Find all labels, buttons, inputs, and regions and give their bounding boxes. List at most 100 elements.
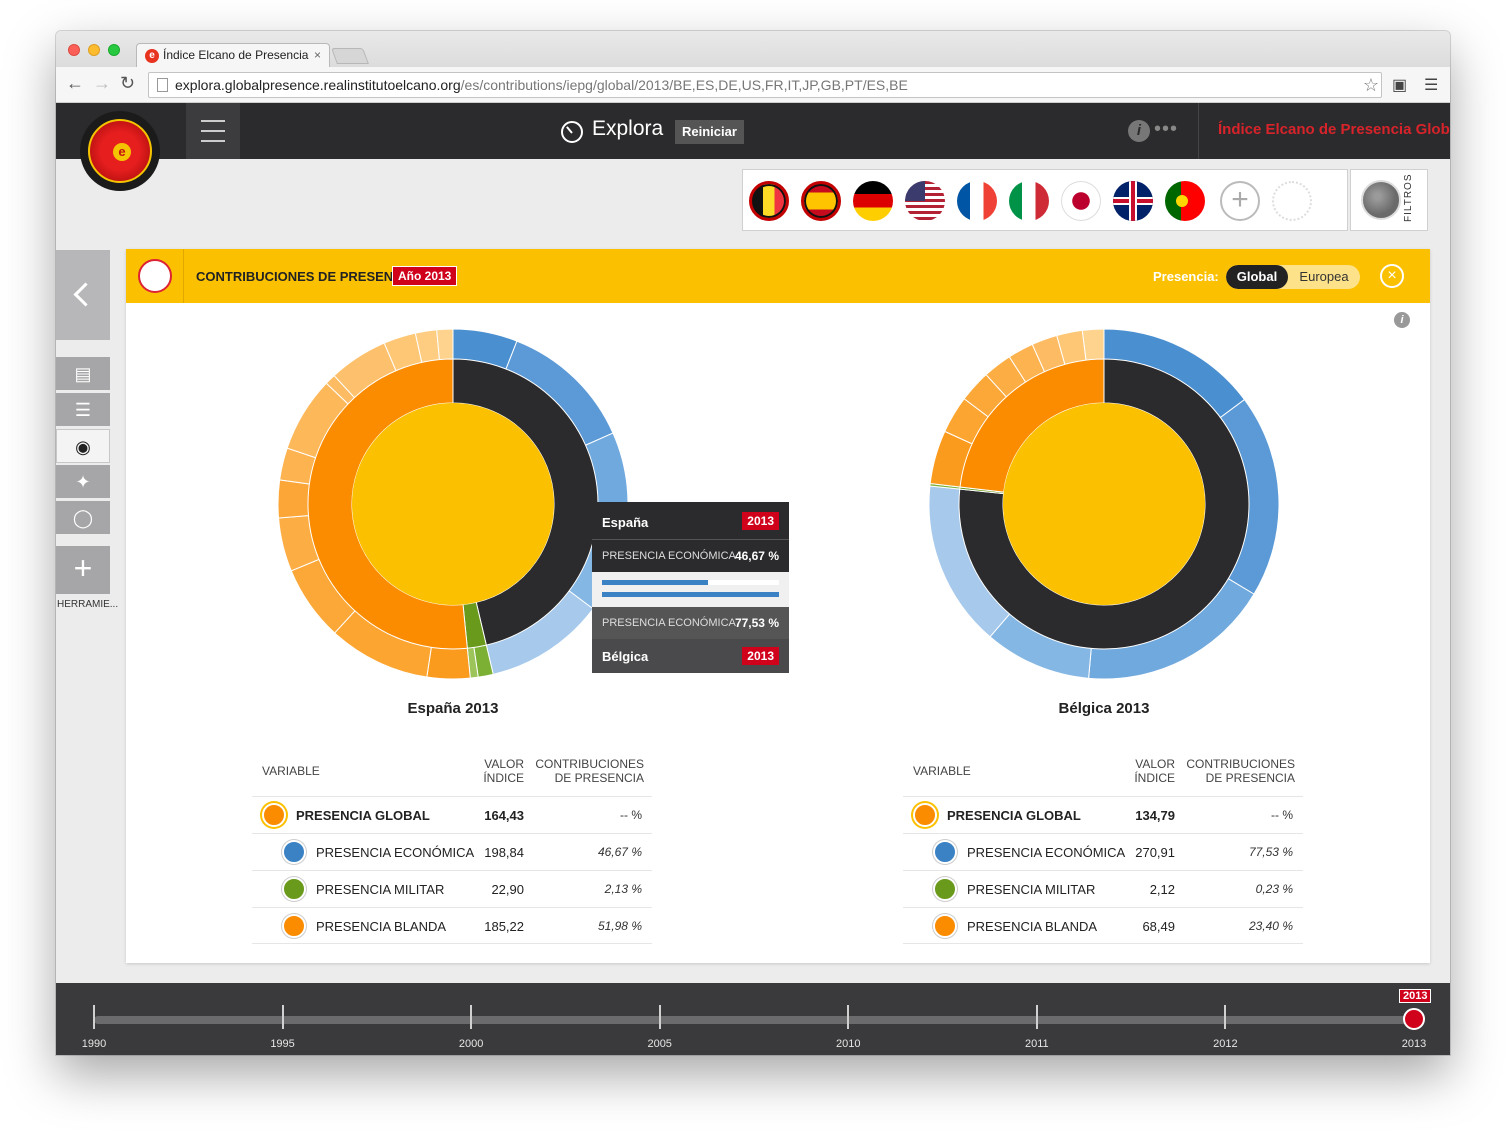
more-icon[interactable]: •••	[1154, 118, 1179, 140]
outer-ring-slice-13[interactable]	[1081, 328, 1105, 362]
flag-belgium[interactable]	[749, 181, 789, 221]
flag-spain[interactable]	[801, 181, 841, 221]
explora-title: Explora	[592, 117, 664, 140]
add-country-button[interactable]: +	[1220, 181, 1260, 221]
timeline-year-label[interactable]: 2005	[647, 1038, 672, 1050]
timeline-year-label[interactable]: 2012	[1213, 1038, 1238, 1050]
toggle-europea[interactable]: Europea	[1299, 269, 1349, 284]
row-label: PRESENCIA BLANDA	[316, 919, 447, 934]
new-tab-button[interactable]	[331, 48, 369, 64]
maximize-window-icon[interactable]	[108, 44, 120, 56]
timeline-year-label[interactable]: 2000	[458, 1038, 484, 1050]
tooltip-year-b: 2013	[742, 647, 779, 665]
table-row[interactable]: PRESENCIA ECONÓMICA 270,91 77,53 %	[903, 833, 1303, 870]
outer-ring-slice-7[interactable]	[426, 645, 471, 680]
brand-title[interactable]: Índice Elcano de Presencia Global	[1218, 121, 1450, 138]
tooltip-bar-a	[602, 580, 779, 585]
timeline-year-label[interactable]: 2011	[1025, 1038, 1049, 1050]
table-row[interactable]: PRESENCIA MILITAR 2,12 0,23 %	[903, 870, 1303, 907]
back-icon[interactable]: ←	[66, 73, 84, 93]
tooltip-country-a: España 2013	[592, 502, 789, 540]
euro-icon	[282, 840, 306, 864]
cast-icon[interactable]: ▣	[1392, 77, 1408, 94]
timeline-year-label[interactable]: 2013	[1401, 1038, 1427, 1050]
elcano-logo[interactable]: e	[80, 111, 160, 191]
timeline-year-label[interactable]: 1990	[81, 1038, 107, 1050]
filters-button[interactable]: FILTROS	[1350, 169, 1428, 231]
url-path: /es/contributions/iepg/global/2013/BE,ES…	[460, 77, 908, 93]
tab-title: Índice Elcano de Presencia	[163, 48, 309, 62]
favicon-icon: e	[145, 49, 159, 63]
military-icon	[282, 877, 306, 901]
world-tool-icon[interactable]: ◯	[56, 501, 110, 535]
timeline-year-label[interactable]: 2010	[836, 1038, 861, 1050]
table-row[interactable]: PRESENCIA GLOBAL 134,79 -- %	[903, 796, 1303, 833]
reset-button[interactable]: Reiniciar	[675, 120, 744, 144]
outer-ring-slice-18[interactable]	[436, 328, 454, 362]
flag-uk[interactable]	[1113, 181, 1153, 221]
military-icon	[933, 877, 957, 901]
flag-usa[interactable]	[905, 181, 945, 221]
soft-power-icon	[282, 914, 306, 938]
spain-donut-chart[interactable]	[276, 327, 630, 681]
tab-close-icon[interactable]: ×	[313, 48, 321, 62]
table-row[interactable]: PRESENCIA ECONÓMICA 198,84 46,67 %	[252, 833, 652, 870]
contributions-tool-icon[interactable]: ◉	[56, 429, 110, 463]
soft-power-icon	[933, 914, 957, 938]
row-valor: 270,91	[1135, 845, 1175, 860]
timeline-tick[interactable]	[1035, 1005, 1038, 1029]
table-row[interactable]: PRESENCIA BLANDA 185,22 51,98 %	[252, 907, 652, 944]
flag-italy[interactable]	[1009, 181, 1049, 221]
info-icon[interactable]: i	[1128, 120, 1150, 142]
spain-table: VARIABLE VALOR ÍNDICE CONTRIBUCIONES DE …	[252, 745, 652, 945]
flag-japan[interactable]	[1061, 181, 1101, 221]
menu-button[interactable]	[186, 103, 240, 159]
timeline-year-label[interactable]: 1995	[270, 1038, 295, 1050]
app-header: Explora Reiniciar i ••• Índice Elcano de…	[56, 103, 1450, 159]
th-valor: VALOR	[1135, 757, 1175, 771]
panel-info-icon[interactable]: i	[1394, 312, 1410, 328]
row-valor: 185,22	[484, 919, 524, 934]
flag-germany[interactable]	[853, 181, 893, 221]
timeline-tick[interactable]	[281, 1005, 284, 1029]
timeline-tick[interactable]	[847, 1005, 850, 1029]
add-tool-button[interactable]: +	[56, 546, 110, 594]
timeline-tick[interactable]	[93, 1005, 95, 1029]
minimize-window-icon[interactable]	[88, 44, 100, 56]
donut-center[interactable]	[1003, 403, 1205, 605]
belgium-donut-chart[interactable]	[927, 327, 1281, 681]
close-window-icon[interactable]	[68, 44, 80, 56]
document-tool-icon[interactable]: ▤	[56, 357, 110, 391]
euro-icon	[933, 840, 957, 864]
th-indice: ÍNDICE	[1134, 771, 1175, 785]
evolution-tool-icon[interactable]: ✦	[56, 465, 110, 499]
url-bar[interactable]: explora.globalpresence.realinstitutoelca…	[148, 72, 1382, 98]
donut-center[interactable]	[352, 403, 554, 605]
spain-chart-title: España 2013	[407, 700, 499, 717]
table-row[interactable]: PRESENCIA MILITAR 22,90 2,13 %	[252, 870, 652, 907]
reload-icon[interactable]: ↻	[120, 73, 136, 93]
outer-ring-slice-11[interactable]	[277, 479, 311, 519]
flag-portugal[interactable]	[1165, 181, 1205, 221]
row-label: PRESENCIA MILITAR	[316, 882, 445, 897]
sidebar-back-button[interactable]	[56, 250, 110, 340]
bookmark-star-icon[interactable]: ☆	[1362, 75, 1379, 95]
timeline-tick[interactable]	[470, 1005, 473, 1029]
forward-icon[interactable]: →	[93, 73, 111, 93]
ranking-tool-icon[interactable]: ☰	[56, 393, 110, 427]
timeline-tick[interactable]	[658, 1005, 661, 1029]
table-row[interactable]: PRESENCIA GLOBAL 164,43 -- %	[252, 796, 652, 833]
table-row[interactable]: PRESENCIA BLANDA 68,49 23,40 %	[903, 907, 1303, 944]
presence-toggle[interactable]: Global Europea	[1226, 265, 1360, 289]
th-contrib: CONTRIBUCIONES	[1186, 757, 1295, 771]
year-timeline[interactable]: 2013 1990 1995 2000 2005 2010 2011 2012 2013	[56, 983, 1450, 1055]
timeline-track[interactable]	[94, 1016, 1414, 1024]
belgium-table: VARIABLE VALOR ÍNDICE CONTRIBUCIONES DE …	[903, 745, 1303, 945]
menu-icon[interactable]: ☰	[1424, 77, 1439, 94]
flag-france[interactable]	[957, 181, 997, 221]
browser-tab[interactable]: e Índice Elcano de Presencia ×	[136, 43, 330, 68]
timeline-tick[interactable]	[1224, 1005, 1227, 1029]
toggle-global[interactable]: Global	[1226, 265, 1288, 289]
timeline-handle[interactable]	[1403, 1008, 1425, 1030]
panel-close-icon[interactable]: ×	[1380, 264, 1404, 288]
